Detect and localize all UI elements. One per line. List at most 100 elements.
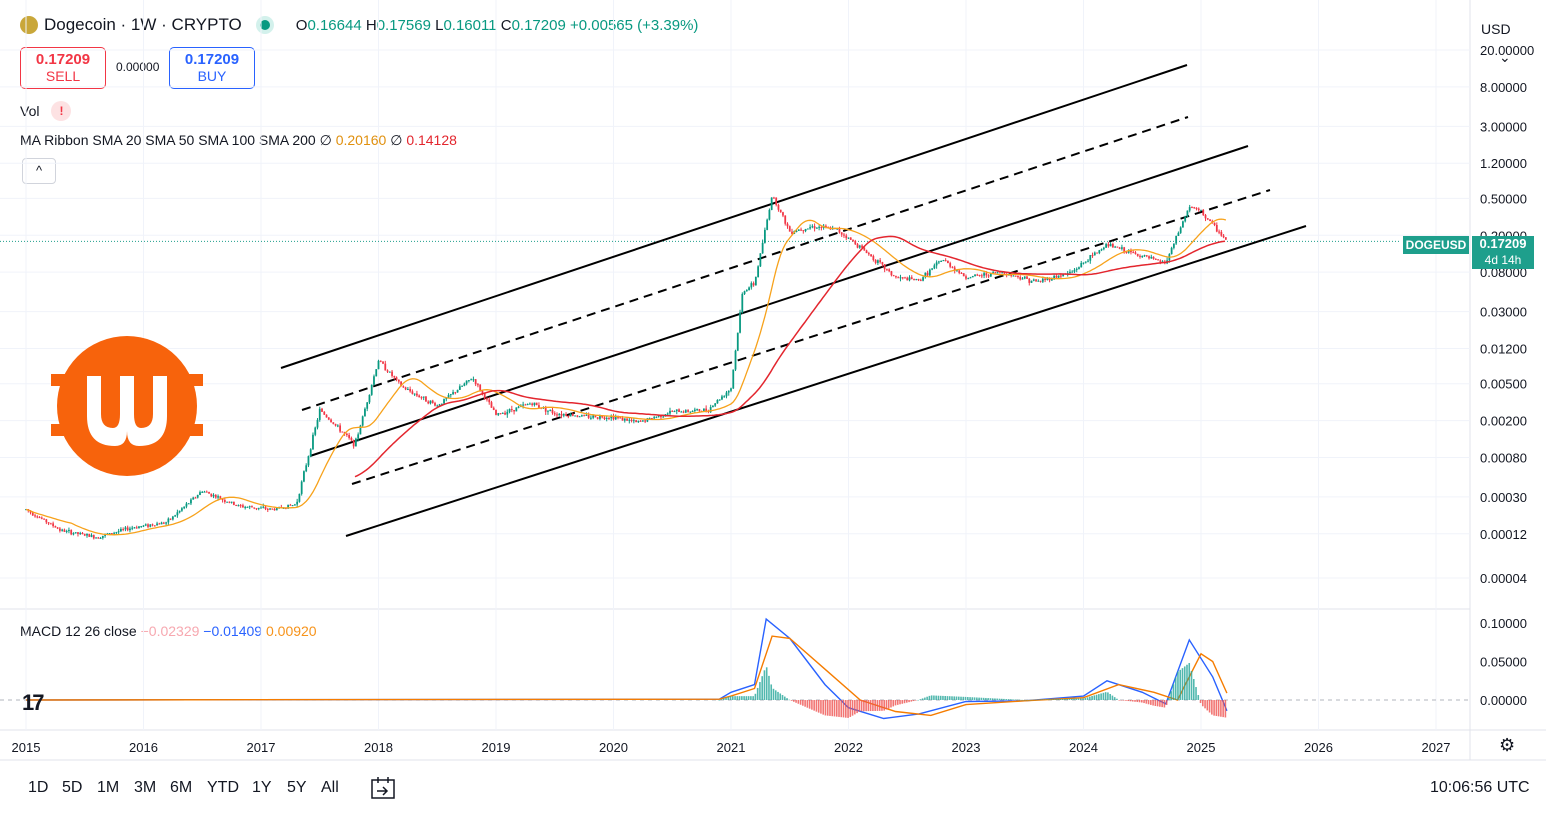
candle-body: [612, 416, 615, 420]
candle-body: [397, 379, 400, 382]
time-tick-label: 2027: [1422, 740, 1451, 755]
macd-histogram-bar: [833, 700, 836, 717]
symbol-title[interactable]: Dogecoin · 1W · CRYPTO: [44, 15, 242, 34]
candle-body: [384, 363, 387, 371]
price-tick-label: 8.00000: [1480, 80, 1527, 95]
macd-histogram-bar: [1150, 700, 1152, 705]
candle-body: [619, 417, 622, 419]
macd-histogram-bar: [745, 696, 748, 700]
candle-body: [1215, 224, 1218, 232]
tradingview-logo-icon[interactable]: 17: [22, 690, 45, 715]
candle-body: [31, 512, 34, 516]
macd-histogram-bar: [1222, 700, 1224, 718]
range-button-1d[interactable]: 1D: [28, 779, 49, 796]
volume-indicator[interactable]: Vol !: [20, 101, 72, 121]
candle-body: [291, 505, 294, 507]
candle-body: [971, 275, 974, 278]
macd-histogram-bar: [1018, 699, 1021, 701]
ma-value-orange: 0.20160: [335, 132, 387, 148]
candle-body: [199, 492, 201, 495]
settings-gear-icon[interactable]: ⚙: [1499, 735, 1516, 755]
candle-body: [1179, 227, 1182, 233]
channel-line: [345, 225, 1307, 537]
candle-body: [1206, 218, 1209, 220]
candle-body: [940, 261, 943, 263]
macd-histogram-bar: [822, 700, 824, 715]
macd-histogram-bar: [1089, 696, 1091, 700]
channel-midline: [301, 116, 1189, 411]
candle-body: [806, 228, 809, 230]
candle-body: [420, 397, 423, 399]
candle-body: [287, 504, 290, 509]
candle-body: [334, 423, 337, 426]
macd-histogram-bar: [1183, 666, 1186, 700]
utc-clock[interactable]: 10:06:56 UTC: [1430, 779, 1530, 796]
candle-body: [757, 266, 760, 277]
candle-body: [872, 256, 875, 260]
macd-signal-value: 0.00920: [265, 623, 317, 639]
macd-histogram-bar: [1057, 699, 1059, 700]
candle-body: [513, 410, 515, 412]
candle-body: [296, 501, 299, 505]
macd-histogram-bar: [1016, 699, 1019, 701]
currency-selector[interactable]: USD ⌄: [1473, 15, 1539, 65]
candle-body: [300, 481, 303, 494]
candle-body: [716, 399, 719, 404]
sell-button[interactable]: 0.17209 SELL: [20, 47, 106, 89]
candle-body: [345, 433, 348, 435]
buy-button[interactable]: 0.17209 BUY: [169, 47, 255, 89]
range-button-6m[interactable]: 6M: [170, 779, 193, 796]
range-button-1m[interactable]: 1M: [97, 779, 120, 796]
candle-body: [1116, 246, 1119, 248]
candle-body: [1035, 279, 1037, 282]
macd-histogram-bar: [926, 696, 928, 700]
candle-body: [739, 312, 741, 333]
candle-body: [1125, 251, 1128, 253]
candle-body: [854, 240, 857, 245]
candle-body: [944, 260, 947, 262]
warning-icon[interactable]: !: [51, 101, 72, 121]
range-button-3m[interactable]: 3M: [134, 779, 157, 796]
macd-histogram-bar: [795, 700, 797, 703]
macd-pane: [25, 617, 1228, 720]
macd-histogram-bar: [1009, 699, 1012, 700]
candle-body: [244, 506, 247, 508]
candle-body: [217, 496, 219, 498]
candle-body: [350, 437, 353, 440]
candle-body: [113, 532, 116, 534]
candle-body: [947, 260, 949, 264]
candle-body: [1032, 279, 1035, 281]
candle-body: [662, 416, 665, 418]
candle-body: [483, 392, 486, 399]
range-button-5d[interactable]: 5D: [62, 779, 83, 796]
candle-body: [235, 504, 238, 506]
macd-histogram-bar: [899, 700, 901, 705]
candle-body: [1084, 261, 1087, 263]
collapse-legend-button[interactable]: ^: [22, 158, 56, 184]
candle-body: [260, 507, 262, 509]
candle-body: [915, 279, 918, 281]
candle-body: [549, 409, 552, 411]
candle-body: [906, 277, 909, 281]
candle-body: [237, 505, 240, 507]
candle-body: [201, 491, 204, 493]
candle-body: [874, 259, 877, 263]
macd-legend[interactable]: MACD 12 26 close −0.02329 −0.01409 0.009…: [20, 623, 317, 639]
ma-ribbon-legend[interactable]: MA Ribbon SMA 20 SMA 50 SMA 100 SMA 200 …: [20, 132, 457, 148]
candle-body: [763, 229, 766, 243]
macd-histogram-bar: [790, 700, 793, 701]
calendar-goto-date-icon[interactable]: [370, 776, 396, 800]
range-button-1y[interactable]: 1Y: [252, 779, 272, 796]
macd-histogram-bar: [1181, 668, 1184, 700]
candle-body: [264, 506, 267, 509]
macd-histogram-bar: [734, 696, 736, 700]
macd-histogram-bar: [869, 700, 872, 712]
range-button-5y[interactable]: 5Y: [287, 779, 307, 796]
trend-channel-lines: [280, 64, 1307, 537]
macd-histogram-bar: [1032, 699, 1035, 701]
range-button-all[interactable]: All: [321, 779, 339, 796]
candle-body: [1139, 255, 1141, 257]
candle-body: [223, 500, 226, 502]
range-button-ytd[interactable]: YTD: [207, 779, 239, 796]
